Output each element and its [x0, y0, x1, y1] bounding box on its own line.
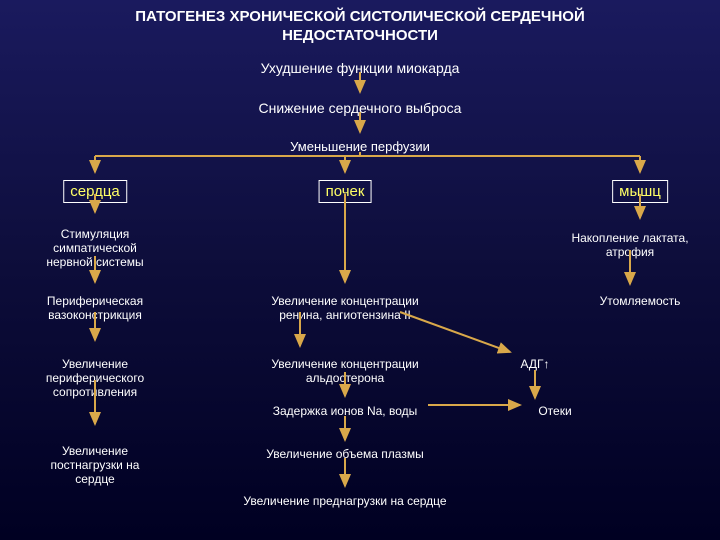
node-preload: Увеличение преднагрузки на сердце: [243, 495, 446, 509]
node-sub3: Уменьшение перфузии: [290, 140, 430, 155]
title-line2: НЕДОСТАТОЧНОСТИ: [282, 27, 438, 44]
node-peripheral: Увеличение периферического сопротивления: [46, 358, 144, 399]
node-vasoconstr: Периферическая вазоконстрикция: [47, 295, 143, 323]
node-plasma: Увеличение объема плазмы: [266, 448, 423, 462]
node-edema: Отеки: [538, 405, 571, 419]
node-adh: АДГ↑: [520, 358, 549, 372]
node-lactate: Накопление лактата, атрофия: [571, 232, 688, 260]
node-afterload: Увеличение постнагрузки на сердце: [51, 445, 140, 486]
node-heart: сердца: [63, 180, 127, 203]
node-na_water: Задержка ионов Na, воды: [273, 405, 418, 419]
node-sns: Стимуляция симпатической нервной системы: [46, 228, 143, 269]
node-renin: Увеличение концентрации ренина, ангиотен…: [271, 295, 418, 323]
node-sub2: Снижение сердечного выброса: [259, 100, 462, 116]
title-line1: ПАТОГЕНЕЗ ХРОНИЧЕСКОЙ СИСТОЛИЧЕСКОЙ СЕРД…: [135, 8, 585, 25]
page-title: ПАТОГЕНЕЗ ХРОНИЧЕСКОЙ СИСТОЛИЧЕСКОЙ СЕРД…: [0, 0, 720, 48]
node-sub1: Ухудшение функции миокарда: [261, 60, 460, 76]
node-muscle: мышц: [612, 180, 668, 203]
node-kidney: почек: [319, 180, 372, 203]
node-fatigue: Утомляемость: [600, 295, 681, 309]
node-aldo: Увеличение концентрации альдостерона: [271, 358, 418, 386]
